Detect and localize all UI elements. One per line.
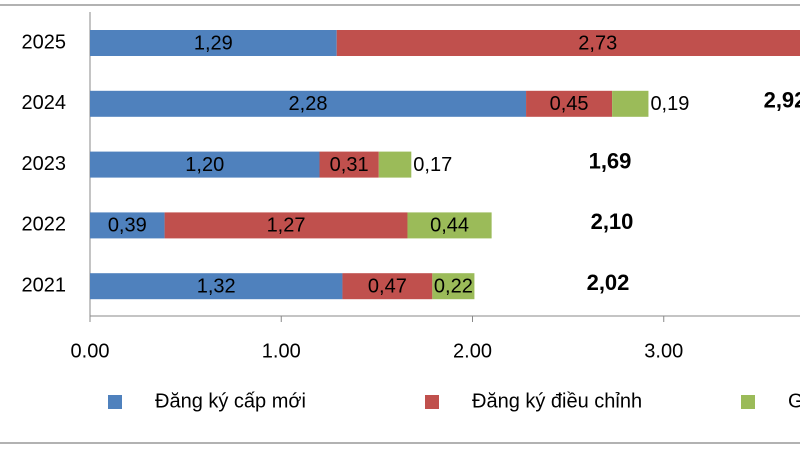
y-tick-label: 2021: [22, 274, 67, 296]
bar-segment: [319, 151, 379, 178]
data-label: 0,19: [650, 93, 689, 115]
total-label: 2,02: [587, 270, 630, 295]
x-tick-label: 3.00: [644, 340, 683, 362]
legend-label: Đăng ký cấp mới: [155, 390, 306, 412]
legend-swatch: [741, 395, 755, 409]
data-label: 2,28: [289, 93, 328, 115]
bar-segment: [612, 90, 649, 117]
data-label: 0,17: [413, 154, 452, 176]
bar-segment: [336, 30, 800, 56]
bar-segment: [90, 151, 320, 178]
data-label: 2,73: [578, 32, 617, 54]
x-tick-label: 0.00: [71, 340, 110, 362]
y-tick-label: 2024: [22, 92, 67, 114]
data-label: 0,47: [368, 275, 407, 297]
y-tick-label: 2022: [22, 214, 67, 236]
data-label: 1,20: [185, 154, 224, 176]
x-tick-label: 1.00: [262, 340, 301, 362]
total-label: 2,92: [764, 88, 800, 113]
bar-segment: [378, 151, 412, 178]
data-label: 0,39: [108, 215, 147, 237]
bar-segment: [90, 30, 337, 56]
data-label: 0,22: [434, 275, 473, 297]
total-label: 1,69: [589, 148, 632, 173]
legend-swatch: [425, 395, 439, 409]
data-label: 0,44: [430, 215, 469, 237]
y-tick-label: 2023: [22, 153, 67, 175]
data-label: 1,32: [197, 275, 236, 297]
data-label: 0,45: [550, 93, 589, 115]
data-label: 0,31: [330, 154, 369, 176]
bar-segment: [526, 90, 613, 117]
y-tick-label: 2025: [22, 31, 67, 53]
legend-swatch: [108, 395, 122, 409]
legend-label: Đăng ký điều chỉnh: [472, 390, 642, 412]
x-tick-label: 2.00: [453, 340, 492, 362]
legend-label: Góp vốn: [788, 390, 800, 412]
bar-segment: [90, 90, 527, 117]
bar-segment: [407, 212, 492, 239]
bar-segment: [90, 212, 165, 239]
data-label: 1,27: [267, 215, 306, 237]
data-label: 1,29: [194, 32, 233, 54]
bar-segment: [90, 273, 343, 300]
total-label: 2,10: [591, 209, 634, 234]
bar-segment: [164, 212, 408, 239]
bar-segment: [342, 273, 433, 300]
bar-segment: [432, 273, 475, 300]
